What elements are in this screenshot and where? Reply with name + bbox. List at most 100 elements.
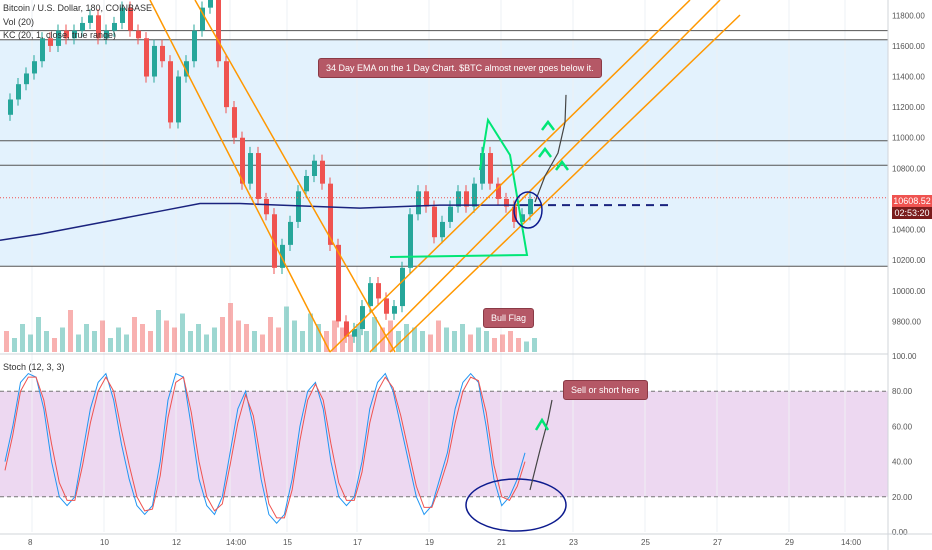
volume-bar <box>500 334 505 352</box>
stoch-tick-label: 20.00 <box>892 493 913 502</box>
candle-body <box>152 45 157 77</box>
sell-callout[interactable]: Sell or short here <box>563 380 648 400</box>
volume-bar <box>404 324 409 352</box>
candle-body <box>384 298 389 314</box>
volume-bar <box>132 317 137 352</box>
candle-body <box>24 73 29 85</box>
volume-bar <box>508 331 513 352</box>
candle-body <box>480 153 485 184</box>
volume-bar <box>36 317 41 352</box>
candle-body <box>352 329 357 337</box>
candle-body <box>400 267 405 307</box>
volume-bar <box>4 331 9 352</box>
countdown-tag: 02:53:20 <box>892 207 932 219</box>
candle-body <box>448 206 453 222</box>
volume-bars <box>4 303 537 352</box>
candle-body <box>528 198 533 215</box>
candle-body <box>368 283 373 307</box>
time-tick-label: 8 <box>28 538 33 547</box>
up-arrow-mark <box>541 119 555 131</box>
volume-bar <box>124 334 129 352</box>
volume-bar <box>188 331 193 352</box>
candle-body <box>320 160 325 184</box>
candle-body <box>432 206 437 238</box>
candle-body <box>136 30 141 39</box>
candle-body <box>112 22 117 31</box>
candle-body <box>192 30 197 62</box>
volume-bar <box>284 306 289 352</box>
stoch-line <box>4 376 526 519</box>
candle-body <box>488 153 493 184</box>
time-tick-label: 14:00 <box>226 538 247 547</box>
candle-body <box>520 214 525 222</box>
price-tick-label: 11000.00 <box>892 134 925 143</box>
candle-body <box>360 306 365 330</box>
volume-bar <box>84 324 89 352</box>
channel-line <box>329 0 691 353</box>
candle-body <box>56 30 61 46</box>
stoch-tick-label: 40.00 <box>892 458 913 467</box>
volume-bar <box>60 327 65 352</box>
volume-bar <box>180 313 185 352</box>
volume-bar <box>372 317 377 352</box>
candle-body <box>416 191 421 215</box>
volume-bar <box>100 320 105 352</box>
time-tick-label: 17 <box>353 538 362 547</box>
candle-body <box>208 0 213 8</box>
time-tick-label: 14:00 <box>841 538 862 547</box>
candle-body <box>376 283 381 299</box>
bull-flag-callout[interactable]: Bull Flag <box>483 308 535 328</box>
volume-bar <box>252 331 257 352</box>
price-tick-label: 10800.00 <box>892 164 926 173</box>
volume-bar <box>476 327 481 352</box>
volume-indicator-label[interactable]: Vol (20) <box>3 17 35 27</box>
candle-body <box>48 38 53 46</box>
up-arrow-mark <box>555 159 569 171</box>
candle-body <box>40 38 45 62</box>
volume-bar <box>52 338 57 352</box>
stoch-line <box>4 372 526 524</box>
volume-bar <box>20 324 25 352</box>
stoch-tick-label: 80.00 <box>892 387 913 396</box>
volume-bar <box>468 334 473 352</box>
volume-bar <box>12 338 17 352</box>
candle-body <box>328 183 333 245</box>
ema-callout[interactable]: 34 Day EMA on the 1 Day Chart. $BTC almo… <box>318 58 602 78</box>
candle-body <box>392 306 397 314</box>
candle-body <box>224 61 229 108</box>
stoch-indicator-label[interactable]: Stoch (12, 3, 3) <box>3 362 65 372</box>
volume-bar <box>92 331 97 352</box>
volume-bar <box>388 320 393 352</box>
price-tick-label: 11800.00 <box>892 11 925 20</box>
candle-body <box>472 183 477 207</box>
keltner-indicator-label[interactable]: KC (20, 1, close, true range) <box>3 30 117 40</box>
current-price-tag: 10608.52 <box>892 195 932 207</box>
channel-line <box>194 0 396 353</box>
bull-flag-outline <box>389 117 529 258</box>
volume-bar <box>332 320 337 352</box>
volume-bar <box>28 334 33 352</box>
volume-bar <box>516 338 521 352</box>
candle-body <box>104 30 109 39</box>
candle-body <box>16 84 21 100</box>
volume-bar <box>68 310 73 352</box>
candle-body <box>144 38 149 77</box>
volume-bar <box>196 324 201 352</box>
volume-bar <box>140 324 145 352</box>
volume-bar <box>148 331 153 352</box>
candle-body <box>344 321 349 337</box>
symbol-title: Bitcoin / U.S. Dollar, 180, COINBASE <box>3 3 153 13</box>
time-tick-label: 25 <box>641 538 650 547</box>
price-tick-label: 10000.00 <box>892 287 926 296</box>
candle-body <box>504 198 509 207</box>
volume-bar <box>452 331 457 352</box>
projected-path <box>534 94 567 203</box>
volume-bar <box>76 334 81 352</box>
volume-bar <box>412 327 417 352</box>
volume-bar <box>484 331 489 352</box>
candle-body <box>160 45 165 62</box>
stoch-tick-label: 100.00 <box>892 352 917 361</box>
candle-body <box>72 30 77 39</box>
candle-body <box>312 160 317 176</box>
